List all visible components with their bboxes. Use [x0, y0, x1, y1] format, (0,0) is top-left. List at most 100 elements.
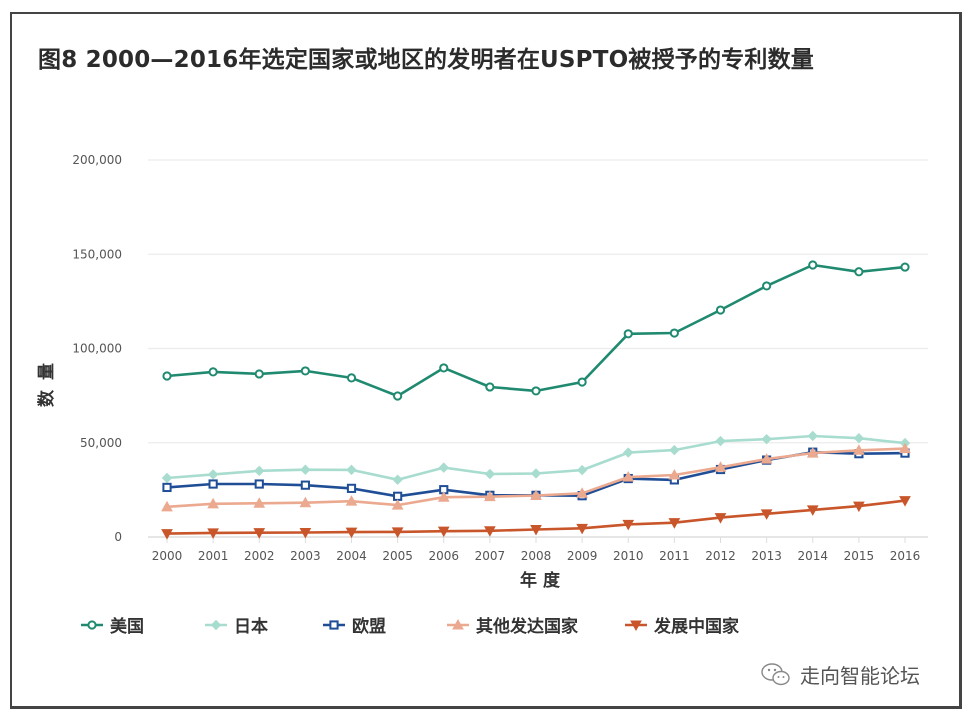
data-point [761, 433, 772, 445]
y-tick-label: 200,000 [72, 153, 122, 167]
legend-marker [210, 619, 222, 630]
data-point [669, 328, 679, 338]
data-point [669, 444, 680, 456]
data-point [439, 363, 449, 373]
data-point [346, 483, 357, 493]
legend-marker-icon [323, 619, 345, 630]
legend-label: 欧盟 [352, 617, 386, 637]
data-point [162, 482, 172, 493]
data-point [299, 527, 312, 539]
x-tick-label: 2008 [521, 549, 552, 563]
x-tick-label: 2006 [428, 549, 459, 563]
data-point [668, 468, 681, 480]
x-tick-label: 2016 [890, 549, 921, 563]
legend-marker [630, 620, 642, 631]
legend-marker [452, 618, 464, 629]
chart-frame [10, 12, 962, 709]
data-point [899, 496, 911, 507]
legend-label: 美国 [110, 617, 144, 637]
y-axis-ticks: 0 50,000 100,000 150,000 200,000 [72, 153, 122, 544]
data-point [899, 442, 911, 454]
data-point [485, 382, 495, 392]
x-tick-label: 2012 [705, 549, 736, 563]
legend-item[interactable]: 发展中国家 [624, 612, 739, 637]
data-point [853, 501, 865, 513]
series-1 [161, 430, 911, 485]
data-point [299, 496, 312, 508]
data-point [207, 497, 219, 509]
data-point [300, 480, 310, 490]
legend-item[interactable]: 其他发达国家 [446, 612, 578, 637]
data-point [161, 472, 173, 484]
data-point [253, 528, 266, 539]
x-tick-label: 2011 [659, 549, 690, 563]
x-tick-label: 2004 [336, 549, 367, 563]
data-point [762, 281, 772, 291]
data-point [161, 529, 173, 540]
y-tick-label: 50,000 [80, 436, 122, 450]
data-point [715, 305, 726, 315]
data-point [714, 461, 727, 472]
data-point [254, 369, 264, 379]
data-point [437, 491, 450, 502]
data-point [393, 491, 403, 501]
data-point [207, 469, 219, 480]
data-point [577, 377, 587, 387]
legend-item[interactable]: 日本 [204, 612, 268, 637]
x-tick-label: 2005 [382, 549, 413, 563]
series-line [166, 263, 906, 398]
data-point [530, 489, 542, 501]
x-tick-label: 2014 [797, 549, 828, 563]
x-tick-label: 2003 [290, 549, 321, 563]
data-point [576, 523, 588, 535]
legend-marker-icon [625, 620, 647, 631]
data-point [531, 386, 541, 396]
legend-item[interactable]: 美国 [80, 612, 144, 637]
legend-marker [87, 619, 97, 630]
series-0 [162, 260, 910, 401]
legend-label: 发展中国家 [654, 617, 739, 637]
series-group [161, 260, 911, 540]
x-axis-ticks: 2000 2001 2002 2003 2004 2005 2006 2007 2008 2009… [152, 537, 921, 563]
legend-label: 日本 [234, 617, 268, 637]
data-point [162, 371, 172, 381]
x-tick-label: 2002 [244, 549, 275, 563]
legend-label: 其他发达国家 [476, 617, 578, 637]
x-axis-label: 年 度 [520, 570, 561, 591]
watermark: 走向智能论坛 [760, 660, 920, 689]
x-tick-label: 2001 [198, 549, 229, 563]
legend: 美国 日本 欧盟 其他发达国家 发展中国家 [80, 612, 739, 637]
x-tick-label: 2013 [751, 549, 782, 563]
data-point [853, 433, 865, 444]
x-tick-label: 2000 [152, 549, 183, 563]
data-point [392, 474, 403, 485]
data-point [484, 468, 496, 480]
data-point [576, 487, 588, 498]
y-tick-label: 0 [114, 530, 122, 544]
y-tick-label: 100,000 [72, 342, 122, 356]
series-4 [161, 496, 911, 540]
data-point [207, 528, 219, 539]
data-point [714, 513, 727, 524]
data-point [854, 267, 864, 277]
x-tick-label: 2009 [567, 549, 598, 563]
legend-marker-icon [447, 618, 469, 629]
series-3 [161, 442, 911, 512]
data-point [346, 464, 357, 476]
legend-item[interactable]: 欧盟 [322, 612, 386, 637]
data-point [853, 444, 865, 455]
data-point [391, 499, 404, 510]
x-tick-label: 2010 [613, 549, 644, 563]
data-point [484, 526, 496, 537]
data-point [438, 462, 449, 473]
data-point [622, 471, 635, 482]
data-point [760, 509, 773, 520]
data-point [346, 373, 357, 383]
legend-marker [329, 619, 339, 630]
data-point [623, 329, 633, 339]
data-point [208, 367, 218, 377]
data-point [393, 391, 403, 401]
data-point [484, 490, 496, 502]
data-point [345, 495, 358, 506]
